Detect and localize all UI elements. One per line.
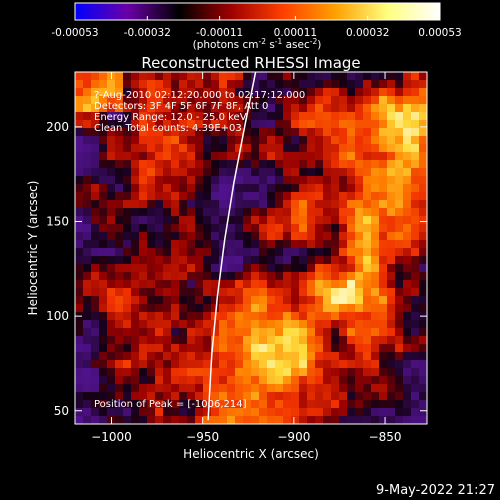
peak-position-label: Position of Peak = [-1006,214] xyxy=(94,399,247,410)
x-tick-label: −1000 xyxy=(91,430,132,444)
x-tick-label: −950 xyxy=(186,430,219,444)
plot-frame xyxy=(74,71,428,425)
colorbar-tick-label: 0.00053 xyxy=(418,27,461,39)
axis-ticks: −1000 −950 −900 −850 50 100 150 200 xyxy=(46,72,427,444)
colorbar-ticks: -0.00053 -0.00032 -0.00011 0.00011 0.00032 0.… xyxy=(51,16,462,39)
colorbar-unit-label: (photons cm-2 s-1 asec-2) xyxy=(193,37,322,51)
x-tick-label: −850 xyxy=(369,430,402,444)
y-tick-label: 200 xyxy=(46,120,69,134)
annotation-energy-range: Energy Range: 12.0 - 25.0 keV xyxy=(94,112,247,123)
annotation-clean-counts: Clean Total counts: 4.39E+03 xyxy=(94,123,242,134)
solar-limb-curve xyxy=(207,72,257,421)
colorbar-tick-label: -0.00032 xyxy=(124,27,171,39)
y-tick-label: 150 xyxy=(46,215,69,229)
colorbar xyxy=(74,2,441,21)
x-tick-label: −900 xyxy=(277,430,310,444)
y-axis-label: Heliocentric Y (arcsec) xyxy=(26,181,40,316)
chart-title: Reconstructed RHESSI Image xyxy=(141,54,360,72)
heatmap-image xyxy=(75,72,427,424)
heatmap-cells xyxy=(75,72,427,424)
colorbar-tick-label: -0.00053 xyxy=(51,27,98,39)
y-tick-label: 50 xyxy=(54,404,69,418)
colorbar-tick-label: -0.00011 xyxy=(196,27,243,39)
annotation-time-range: ?-Aug-2010 02:12:20.000 to 02:17:12.000 xyxy=(94,90,305,101)
colorbar-tick-label: 0.00032 xyxy=(346,27,389,39)
y-tick-label: 100 xyxy=(46,309,69,323)
plot-timestamp: 9-May-2022 21:27 xyxy=(376,483,495,498)
colorbar-tick-label: 0.00011 xyxy=(274,27,317,39)
x-axis-label: Heliocentric X (arcsec) xyxy=(183,447,319,461)
annotation-detectors: Detectors: 3F 4F 5F 6F 7F 8F, Att 0 xyxy=(94,101,268,112)
